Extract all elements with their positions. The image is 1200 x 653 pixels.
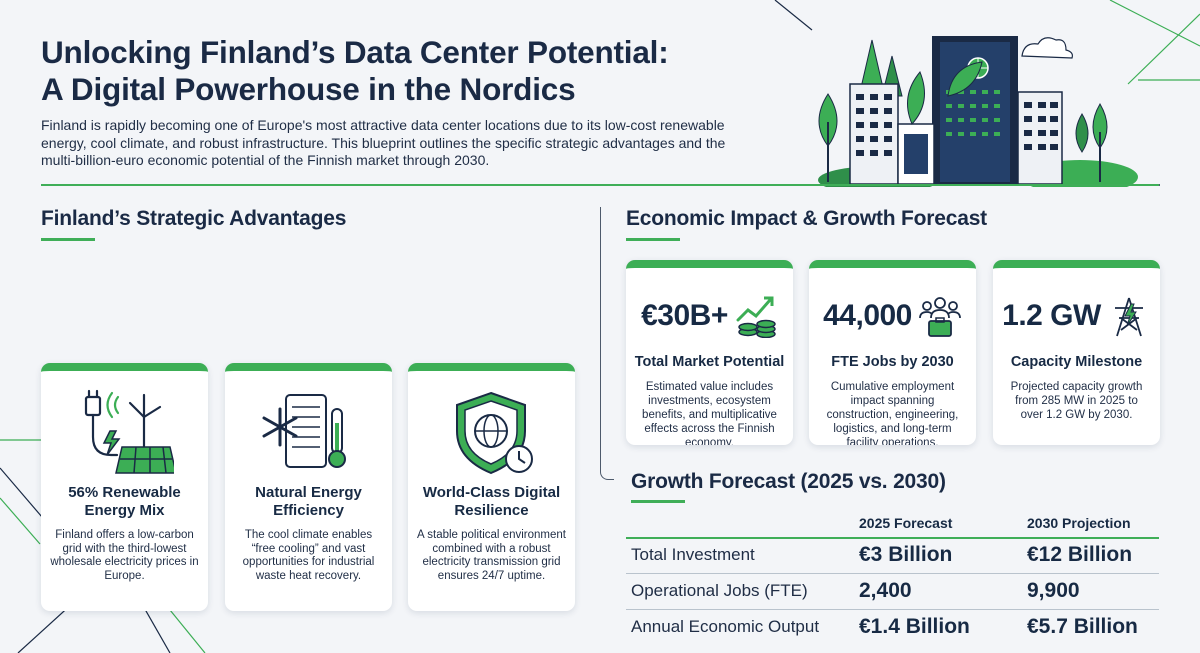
economic-title-underline (626, 238, 680, 241)
kpi-card-capacity: 1.2 GW Capacity Milestone Projected capa… (993, 260, 1160, 445)
kpi-label: FTE Jobs by 2030 (831, 354, 954, 370)
advantage-title: World-Class Digital Resilience (422, 484, 561, 519)
forecast-title: Growth Forecast (2025 vs. 2030) (631, 470, 946, 493)
row-divider (626, 609, 1159, 610)
advantage-title: Natural Energy Efficiency (255, 484, 362, 519)
kpi-description: Cumulative employment impact spanning co… (826, 381, 959, 445)
row-value-2030: €12 Billion (1027, 543, 1133, 566)
table-row: Annual Economic Output €1.4 Billion €5.7… (631, 610, 1159, 646)
shield-globe-icon (456, 391, 533, 475)
kpi-card-market-potential: €30B+ Total Market Potential Estimated v… (626, 260, 793, 445)
kpi-description: Projected capacity growth from 285 MW in… (1010, 381, 1143, 421)
row-value-2030: 9,900 (1027, 579, 1080, 602)
row-value-2025: 2,400 (859, 579, 912, 602)
forecast-column-2030: 2030 Projection (1027, 515, 1131, 531)
renewable-energy-icon (84, 389, 174, 474)
row-label: Annual Economic Output (631, 617, 820, 636)
table-row: Operational Jobs (FTE) 2,400 9,900 (631, 574, 1159, 610)
advantage-card-resilience: World-Class Digital Resilience A stable … (408, 363, 575, 611)
title-line-1: Unlocking Finland’s Data Center Potentia… (41, 34, 669, 70)
power-tower-icon (1114, 297, 1143, 337)
row-label: Total Investment (631, 545, 755, 564)
intro-text: Finland is rapidly becoming one of Europ… (41, 117, 726, 168)
kpi-label: Capacity Milestone (1010, 354, 1143, 370)
advantage-description: The cool climate enables “free cooling” … (242, 529, 375, 582)
kpi-card-fte-jobs: 44,000 FTE Jobs by 2030 Cumulative emplo… (809, 260, 976, 445)
section-divider (600, 207, 601, 472)
page-title: Unlocking Finland’s Data Center Potentia… (41, 34, 761, 108)
kpi-value: €30B+ (641, 299, 728, 332)
row-value-2025: €3 Billion (859, 543, 953, 566)
row-value-2030: €5.7 Billion (1027, 615, 1138, 638)
advantage-description: Finland offers a low-carbon grid with th… (50, 529, 199, 582)
kpi-value: 44,000 (823, 299, 912, 332)
title-line-2: A Digital Powerhouse in the Nordics (41, 71, 576, 107)
economic-section-title: Economic Impact & Growth Forecast (626, 207, 987, 230)
forecast-column-2025: 2025 Forecast (859, 515, 953, 531)
advantages-title-underline (41, 238, 95, 241)
section-divider-hook (600, 462, 614, 480)
kpi-label: Total Market Potential (634, 354, 785, 370)
advantage-description: A stable political environment combined … (417, 529, 566, 582)
kpi-value: 1.2 GW (1002, 299, 1101, 332)
advantage-card-efficiency: Natural Energy Efficiency The cool clima… (225, 363, 392, 611)
row-value-2025: €1.4 Billion (859, 615, 970, 638)
table-header-rule (626, 537, 1159, 539)
forecast-title-underline (631, 500, 685, 503)
row-divider (626, 573, 1159, 574)
kpi-description: Estimated value includes investments, ec… (642, 381, 777, 445)
header-divider (41, 184, 1159, 186)
growth-coins-icon (736, 296, 776, 338)
cooling-server-icon (262, 394, 346, 468)
team-briefcase-icon (918, 297, 961, 337)
advantage-title: 56% Renewable Energy Mix (68, 484, 181, 519)
advantage-card-renewable: 56% Renewable Energy Mix Finland offers … (41, 363, 208, 611)
table-row: Total Investment €3 Billion €12 Billion (631, 538, 1159, 574)
data-center-building-illustration (800, 36, 1160, 187)
advantages-section-title: Finland’s Strategic Advantages (41, 207, 347, 230)
row-label: Operational Jobs (FTE) (631, 581, 808, 600)
